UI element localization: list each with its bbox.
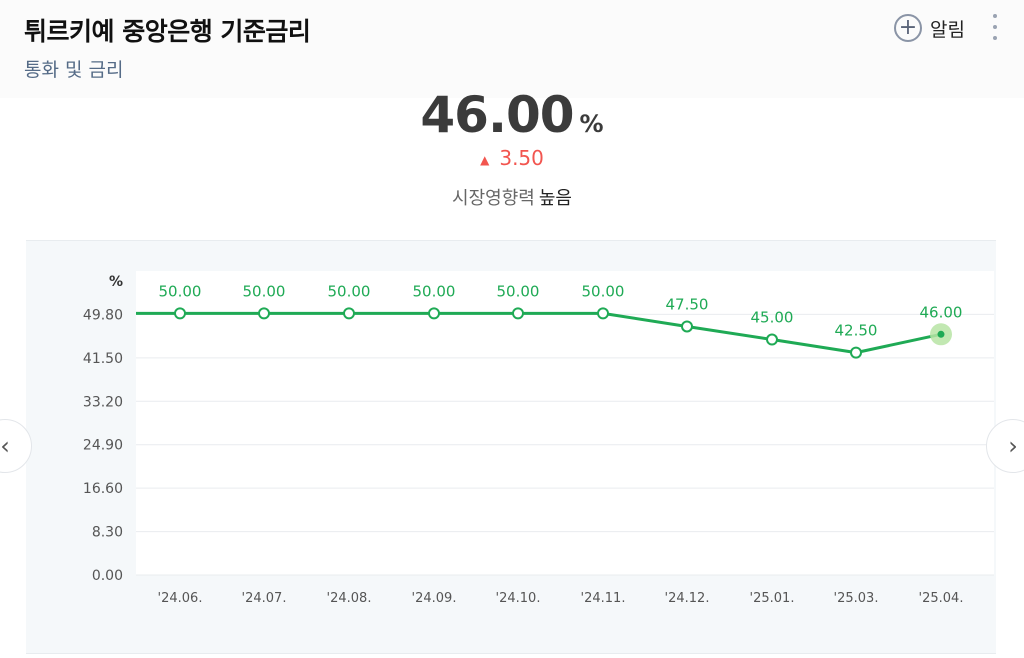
more-dot — [993, 14, 997, 18]
impact-label: 시장영향력 — [452, 188, 535, 209]
impact-level: 높음 — [538, 188, 572, 209]
data-label: 50.00 — [582, 282, 625, 300]
rate-change: ▲ 3.50 — [0, 146, 1024, 170]
data-label: 50.00 — [243, 282, 286, 300]
data-label: 50.00 — [497, 282, 540, 300]
y-tick-label: 49.80 — [83, 307, 123, 323]
data-label: 50.00 — [159, 282, 202, 300]
data-point — [937, 330, 945, 338]
data-point — [766, 333, 778, 346]
chevron-left-icon: ‹ — [0, 432, 10, 460]
alert-label: 알림 — [930, 18, 965, 41]
next-button[interactable]: › — [986, 419, 1024, 473]
x-tick-label: '25.01. — [750, 591, 795, 606]
data-label: 42.50 — [835, 322, 878, 340]
data-point — [681, 320, 693, 333]
data-point — [597, 307, 609, 320]
chevron-right-icon: › — [1008, 432, 1018, 460]
data-point — [343, 307, 355, 320]
data-label: 47.50 — [666, 295, 709, 313]
market-impact: 시장영향력 높음 — [0, 184, 1024, 210]
x-tick-label: '24.11. — [581, 591, 626, 606]
data-label: 46.00 — [920, 303, 963, 321]
chart-panel: % 0.00 8.30 16.60 24.90 33.20 41.50 49.80 '24.06… — [26, 240, 996, 654]
y-axis-unit: % — [109, 274, 123, 290]
more-menu-icon[interactable] — [988, 14, 1002, 40]
y-tick-label: 24.90 — [83, 438, 123, 454]
alert-button[interactable]: + 알림 — [894, 12, 965, 44]
x-tick-label: '24.12. — [665, 591, 710, 606]
x-tick-label: '24.09. — [412, 591, 457, 606]
page-title: 튀르키예 중앙은행 기준금리 — [24, 17, 311, 46]
data-point — [428, 307, 440, 320]
plus-icon: + — [894, 14, 922, 42]
plot-area — [136, 271, 994, 575]
x-tick-label: '24.07. — [242, 591, 287, 606]
x-tick-label: '25.03. — [834, 591, 879, 606]
x-tick-label: '24.08. — [327, 591, 372, 606]
data-label: 50.00 — [413, 282, 456, 300]
y-tick-label: 8.30 — [92, 525, 123, 541]
up-arrow-icon: ▲ — [480, 152, 490, 167]
more-dot — [993, 36, 997, 40]
x-tick-label: '24.10. — [496, 591, 541, 606]
more-dot — [993, 25, 997, 29]
rate-unit: % — [579, 110, 604, 138]
change-value: 3.50 — [499, 146, 544, 170]
x-tick-label: '25.04. — [919, 591, 964, 606]
rate-chart: % 0.00 8.30 16.60 24.90 33.20 41.50 49.80 '24.06… — [83, 271, 994, 606]
data-point — [850, 346, 862, 359]
data-label: 45.00 — [751, 309, 794, 327]
current-rate: 46.00% — [0, 86, 1024, 144]
data-point — [174, 307, 186, 320]
category-link[interactable]: 통화 및 금리 — [24, 59, 124, 81]
y-tick-label: 41.50 — [83, 351, 123, 367]
data-point — [512, 307, 524, 320]
y-tick-label: 16.60 — [83, 481, 123, 497]
x-tick-label: '24.06. — [158, 591, 203, 606]
data-point — [258, 307, 270, 320]
y-tick-label: 0.00 — [92, 568, 123, 584]
rate-value: 46.00 — [420, 86, 574, 144]
y-tick-label: 33.20 — [83, 394, 123, 410]
data-label: 50.00 — [328, 282, 371, 300]
header: 튀르키예 중앙은행 기준금리 통화 및 금리 + 알림 — [0, 0, 1024, 98]
